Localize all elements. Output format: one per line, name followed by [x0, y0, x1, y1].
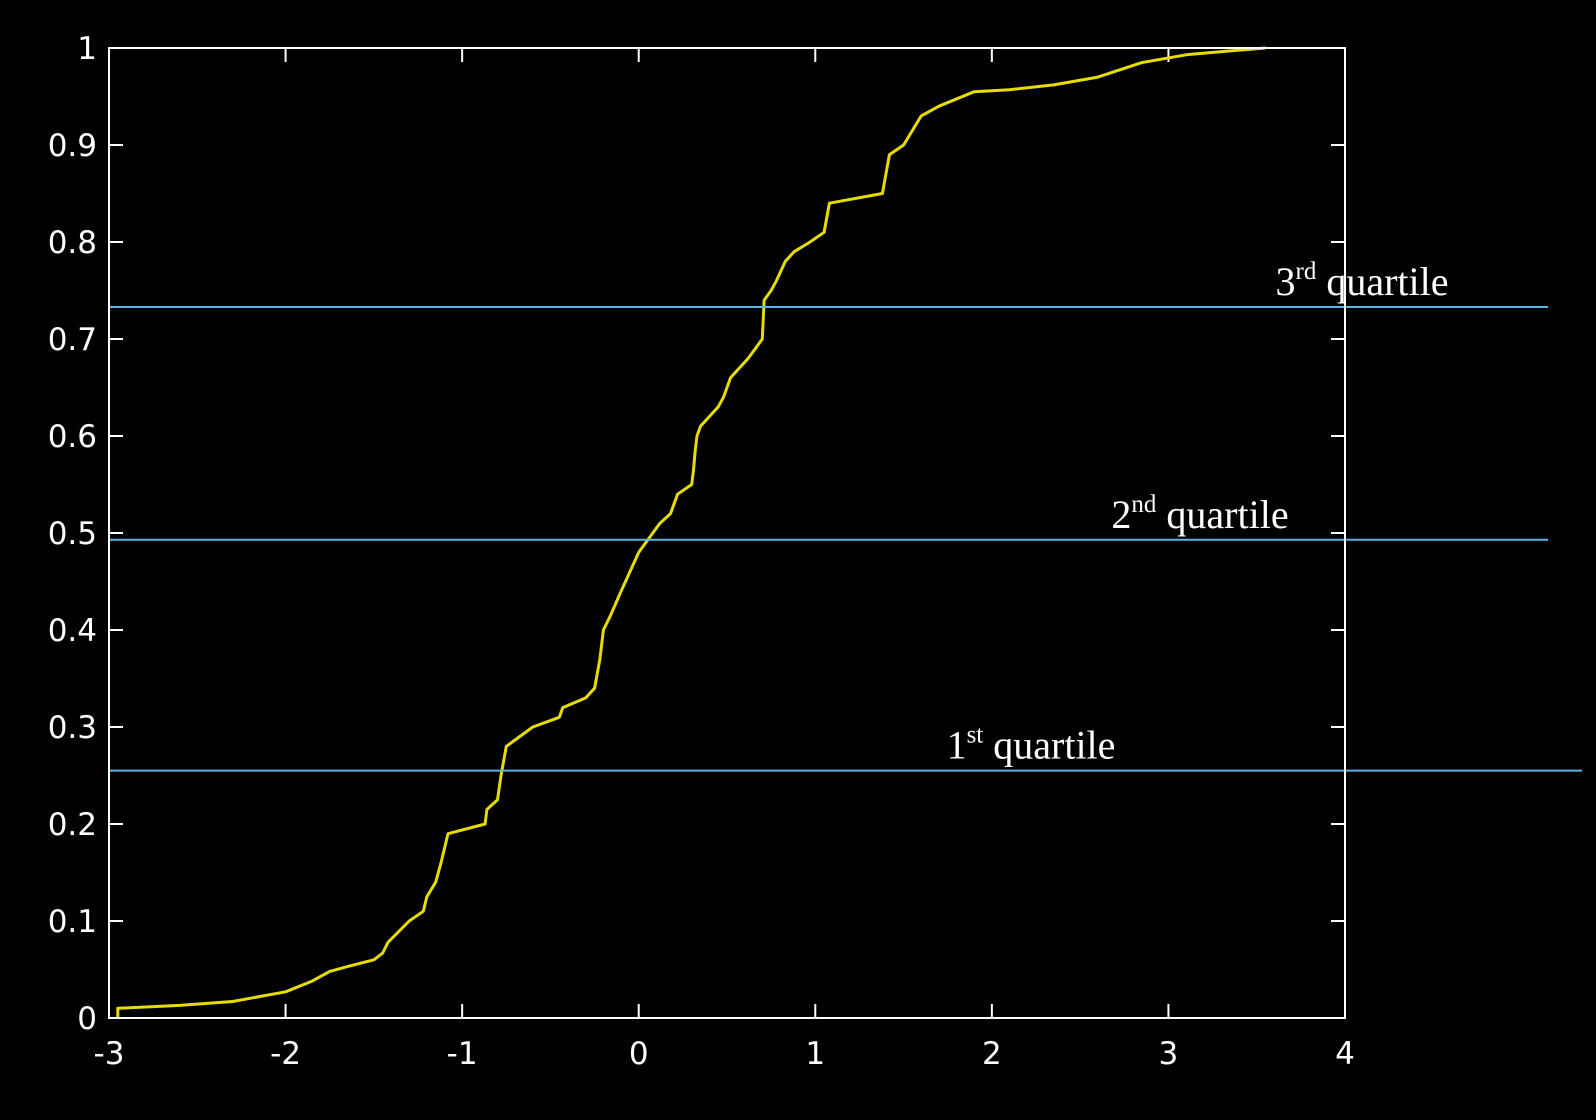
quartile-label-number: 3	[1276, 259, 1296, 304]
axis-tick-labels: -3 -2 -1 0 1 2 3 4 0 0.1 0.2 0.3 0.4 0.5 0.6 0.7 0.8 0.9 1	[48, 31, 1355, 1072]
quartile-label: 2nd quartile	[1111, 491, 1288, 537]
x-tick-label: 0	[629, 1036, 649, 1072]
quartile-label-text: quartile	[1156, 492, 1288, 537]
y-tick-label: 0.9	[48, 128, 97, 164]
y-tick-label: 0.6	[48, 419, 97, 455]
x-tick-label: -3	[94, 1036, 125, 1072]
quartile-label-suffix: st	[967, 722, 984, 749]
x-tick-label: 4	[1335, 1036, 1355, 1072]
y-tick-label: 0.8	[48, 225, 97, 261]
x-tick-label: -2	[270, 1036, 301, 1072]
y-tick-label: 0.7	[48, 322, 97, 358]
quartile-label-number: 2	[1111, 492, 1131, 537]
x-tick-label: -1	[447, 1036, 478, 1072]
x-tick-label: 2	[982, 1036, 1002, 1072]
x-tick-label: 1	[805, 1036, 825, 1072]
quartile-label-text: quartile	[1316, 259, 1448, 304]
plot-frame	[108, 47, 1346, 1019]
quartile-label-number: 1	[947, 723, 967, 768]
x-tick-label: 3	[1159, 1036, 1179, 1072]
quartile-label-suffix: nd	[1131, 491, 1157, 518]
quartile-label: 1st quartile	[947, 722, 1116, 768]
y-tick-label: 0.2	[48, 807, 97, 843]
quartile-label-text: quartile	[983, 723, 1115, 768]
quartile-label-suffix: rd	[1296, 258, 1317, 285]
cdf-curve-layer	[116, 46, 1266, 1018]
y-tick-label: 0.5	[48, 516, 97, 552]
quartile-label: 3rd quartile	[1276, 258, 1449, 304]
y-tick-label: 0	[77, 1001, 97, 1037]
y-tick-label: 0.4	[48, 613, 97, 649]
cdf-line	[116, 46, 1266, 1018]
y-tick-label: 1	[77, 31, 97, 67]
y-tick-label: 0.3	[48, 710, 97, 746]
y-tick-label: 0.1	[48, 904, 97, 940]
